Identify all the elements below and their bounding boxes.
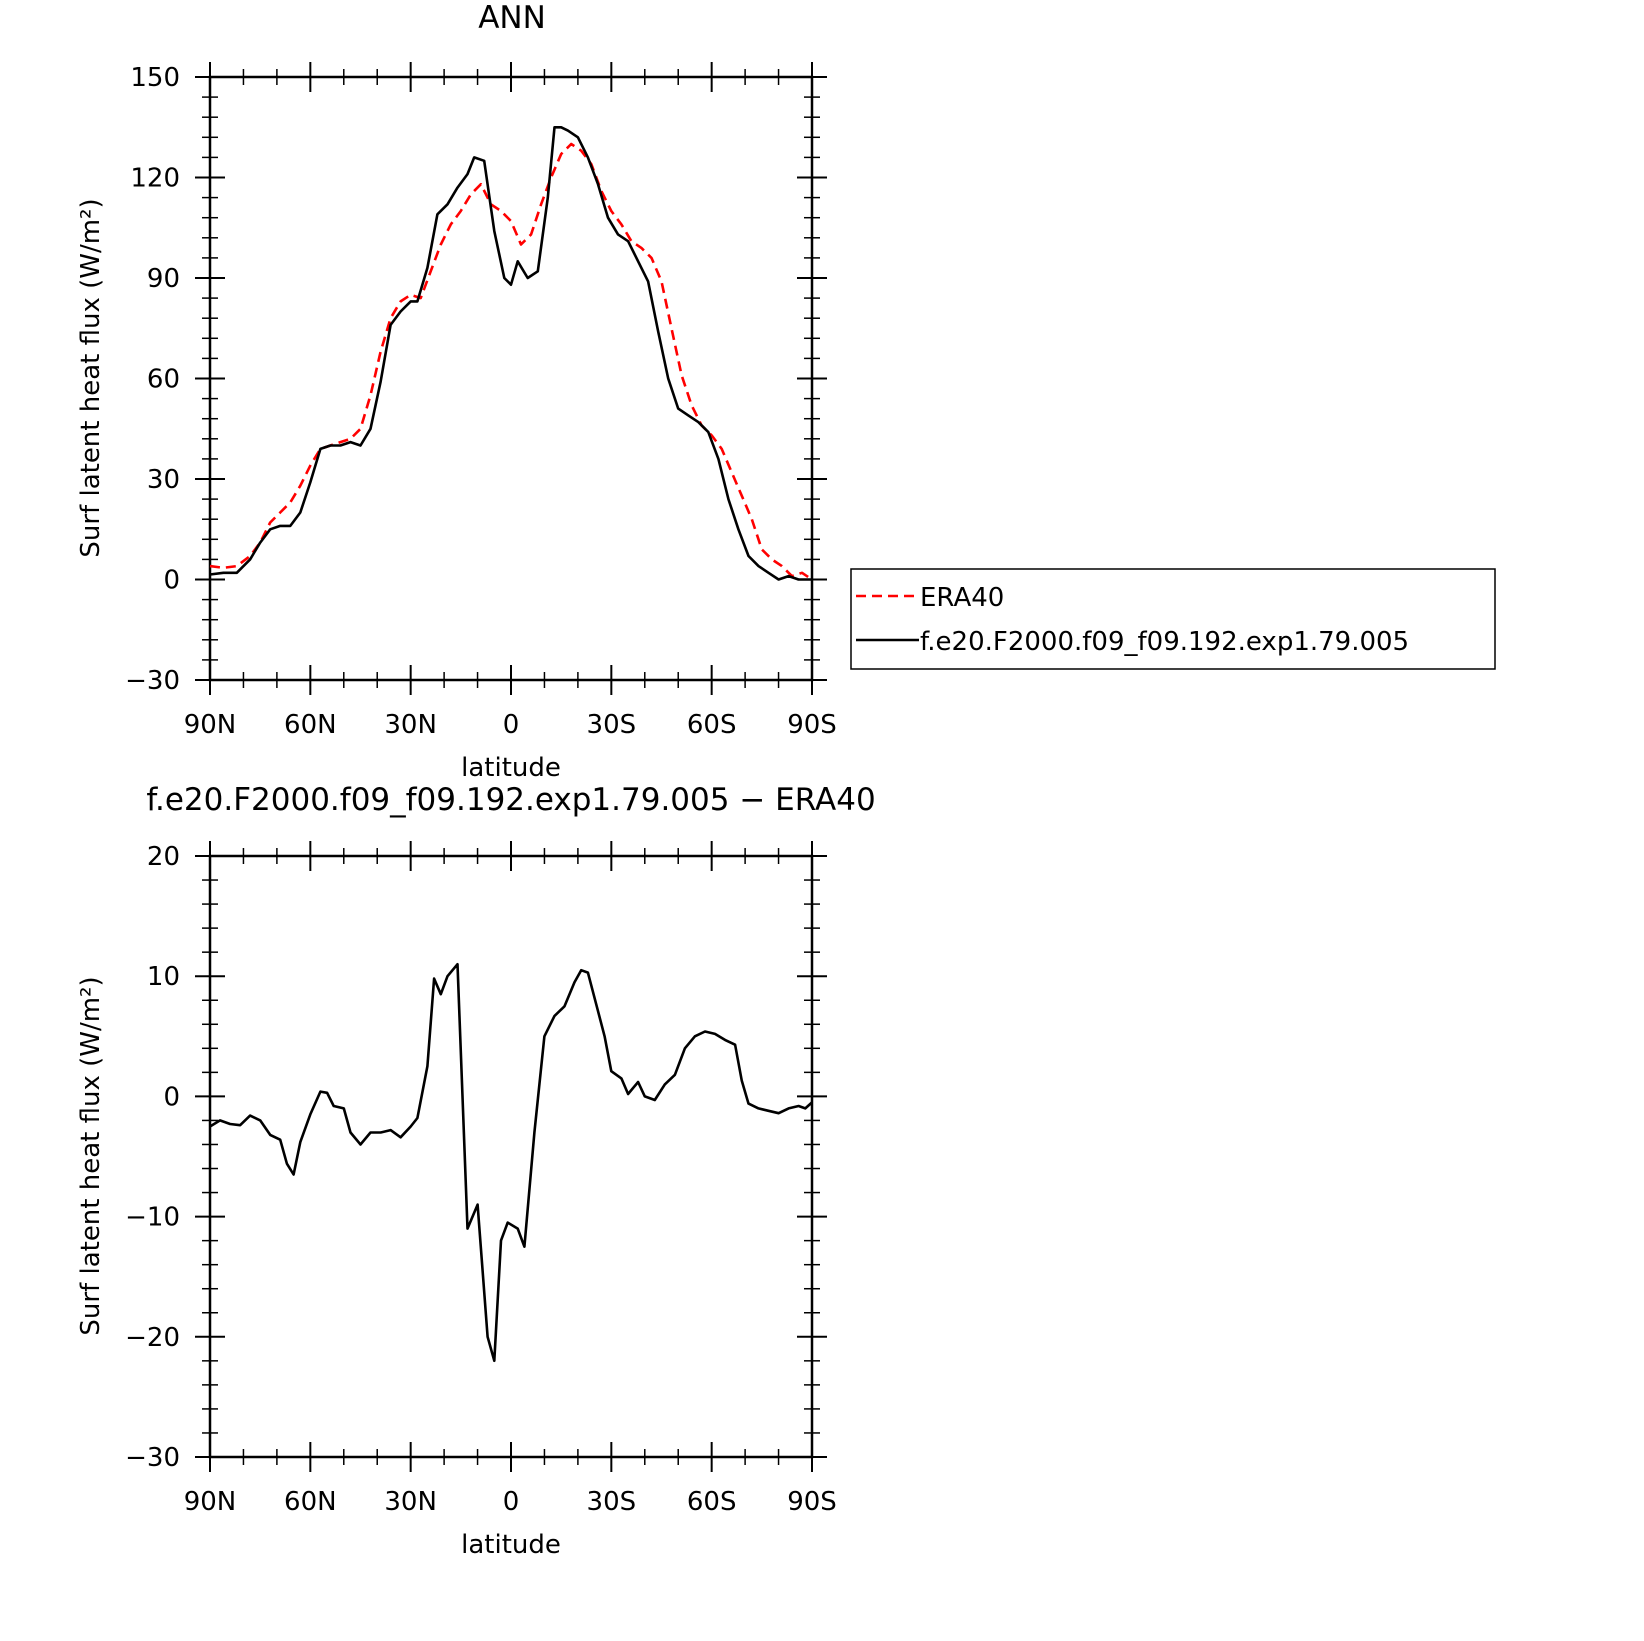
bottom-ticks (195, 841, 827, 1472)
legend-label-era40: ERA40 (920, 583, 1004, 613)
x-tick-label: 90S (787, 1487, 837, 1517)
top-panel: ANN 150 120 90 60 30 0 −30 90N 60N 30N 0 30S 60S 90S… (76, 0, 837, 783)
x-tick-label: 60S (687, 1487, 737, 1517)
x-tick-label: 90S (787, 710, 837, 740)
bottom-x-tick-labels: 90N 60N 30N 0 30S 60S 90S (184, 1487, 837, 1517)
y-tick-label: 10 (147, 962, 180, 992)
x-tick-label: 30N (384, 1487, 437, 1517)
top-y-tick-labels: 150 120 90 60 30 0 −30 (125, 63, 180, 696)
difference-line (209, 962, 813, 1363)
y-tick-label: 90 (147, 264, 180, 294)
x-tick-label: 90N (184, 710, 237, 740)
x-tick-label: 30S (587, 1487, 637, 1517)
y-tick-label: 60 (147, 365, 180, 395)
bottom-plot-frame (208, 854, 814, 1459)
bottom-y-tick-labels: 20 10 0 −10 −20 −30 (125, 842, 180, 1473)
y-tick-label: 150 (130, 63, 180, 93)
top-series (209, 126, 813, 581)
x-tick-label: 0 (503, 710, 520, 740)
x-tick-label: 0 (503, 1487, 520, 1517)
y-tick-label: −20 (125, 1323, 180, 1353)
x-tick-label: 60N (284, 1487, 337, 1517)
legend-box (850, 568, 1496, 670)
y-tick-label: 0 (163, 1082, 180, 1112)
top-plot-frame (208, 75, 814, 682)
y-tick-label: −30 (125, 666, 180, 696)
bottom-title: f.e20.F2000.f09_f09.192.exp1.79.005 − ER… (146, 782, 875, 818)
x-tick-label: 90N (184, 1487, 237, 1517)
legend-label-model: f.e20.F2000.f09_f09.192.exp1.79.005 (920, 627, 1409, 657)
bottom-series (209, 962, 813, 1363)
bottom-panel: f.e20.F2000.f09_f09.192.exp1.79.005 − ER… (76, 782, 876, 1560)
top-x-axis-title: latitude (461, 753, 561, 783)
x-tick-label: 30S (587, 710, 637, 740)
x-tick-label: 30N (384, 710, 437, 740)
y-tick-label: 0 (163, 566, 180, 596)
y-tick-label: −30 (125, 1443, 180, 1473)
y-tick-label: 30 (147, 465, 180, 495)
bottom-x-axis-title: latitude (461, 1530, 561, 1560)
top-ticks (195, 62, 827, 695)
x-tick-label: 60S (687, 710, 737, 740)
legend: ERA40 f.e20.F2000.f09_f09.192.exp1.79.00… (850, 568, 1496, 670)
model-line (209, 126, 812, 581)
y-tick-label: 120 (130, 164, 180, 194)
y-tick-label: 20 (147, 842, 180, 872)
y-tick-label: −10 (125, 1203, 180, 1233)
top-title: ANN (478, 0, 546, 36)
x-tick-label: 60N (284, 710, 337, 740)
bottom-y-axis-title: Surf latent heat flux (W/m²) (76, 976, 106, 1335)
top-y-axis-title: Surf latent heat flux (W/m²) (76, 198, 106, 557)
top-x-tick-labels: 90N 60N 30N 0 30S 60S 90S (184, 710, 837, 740)
